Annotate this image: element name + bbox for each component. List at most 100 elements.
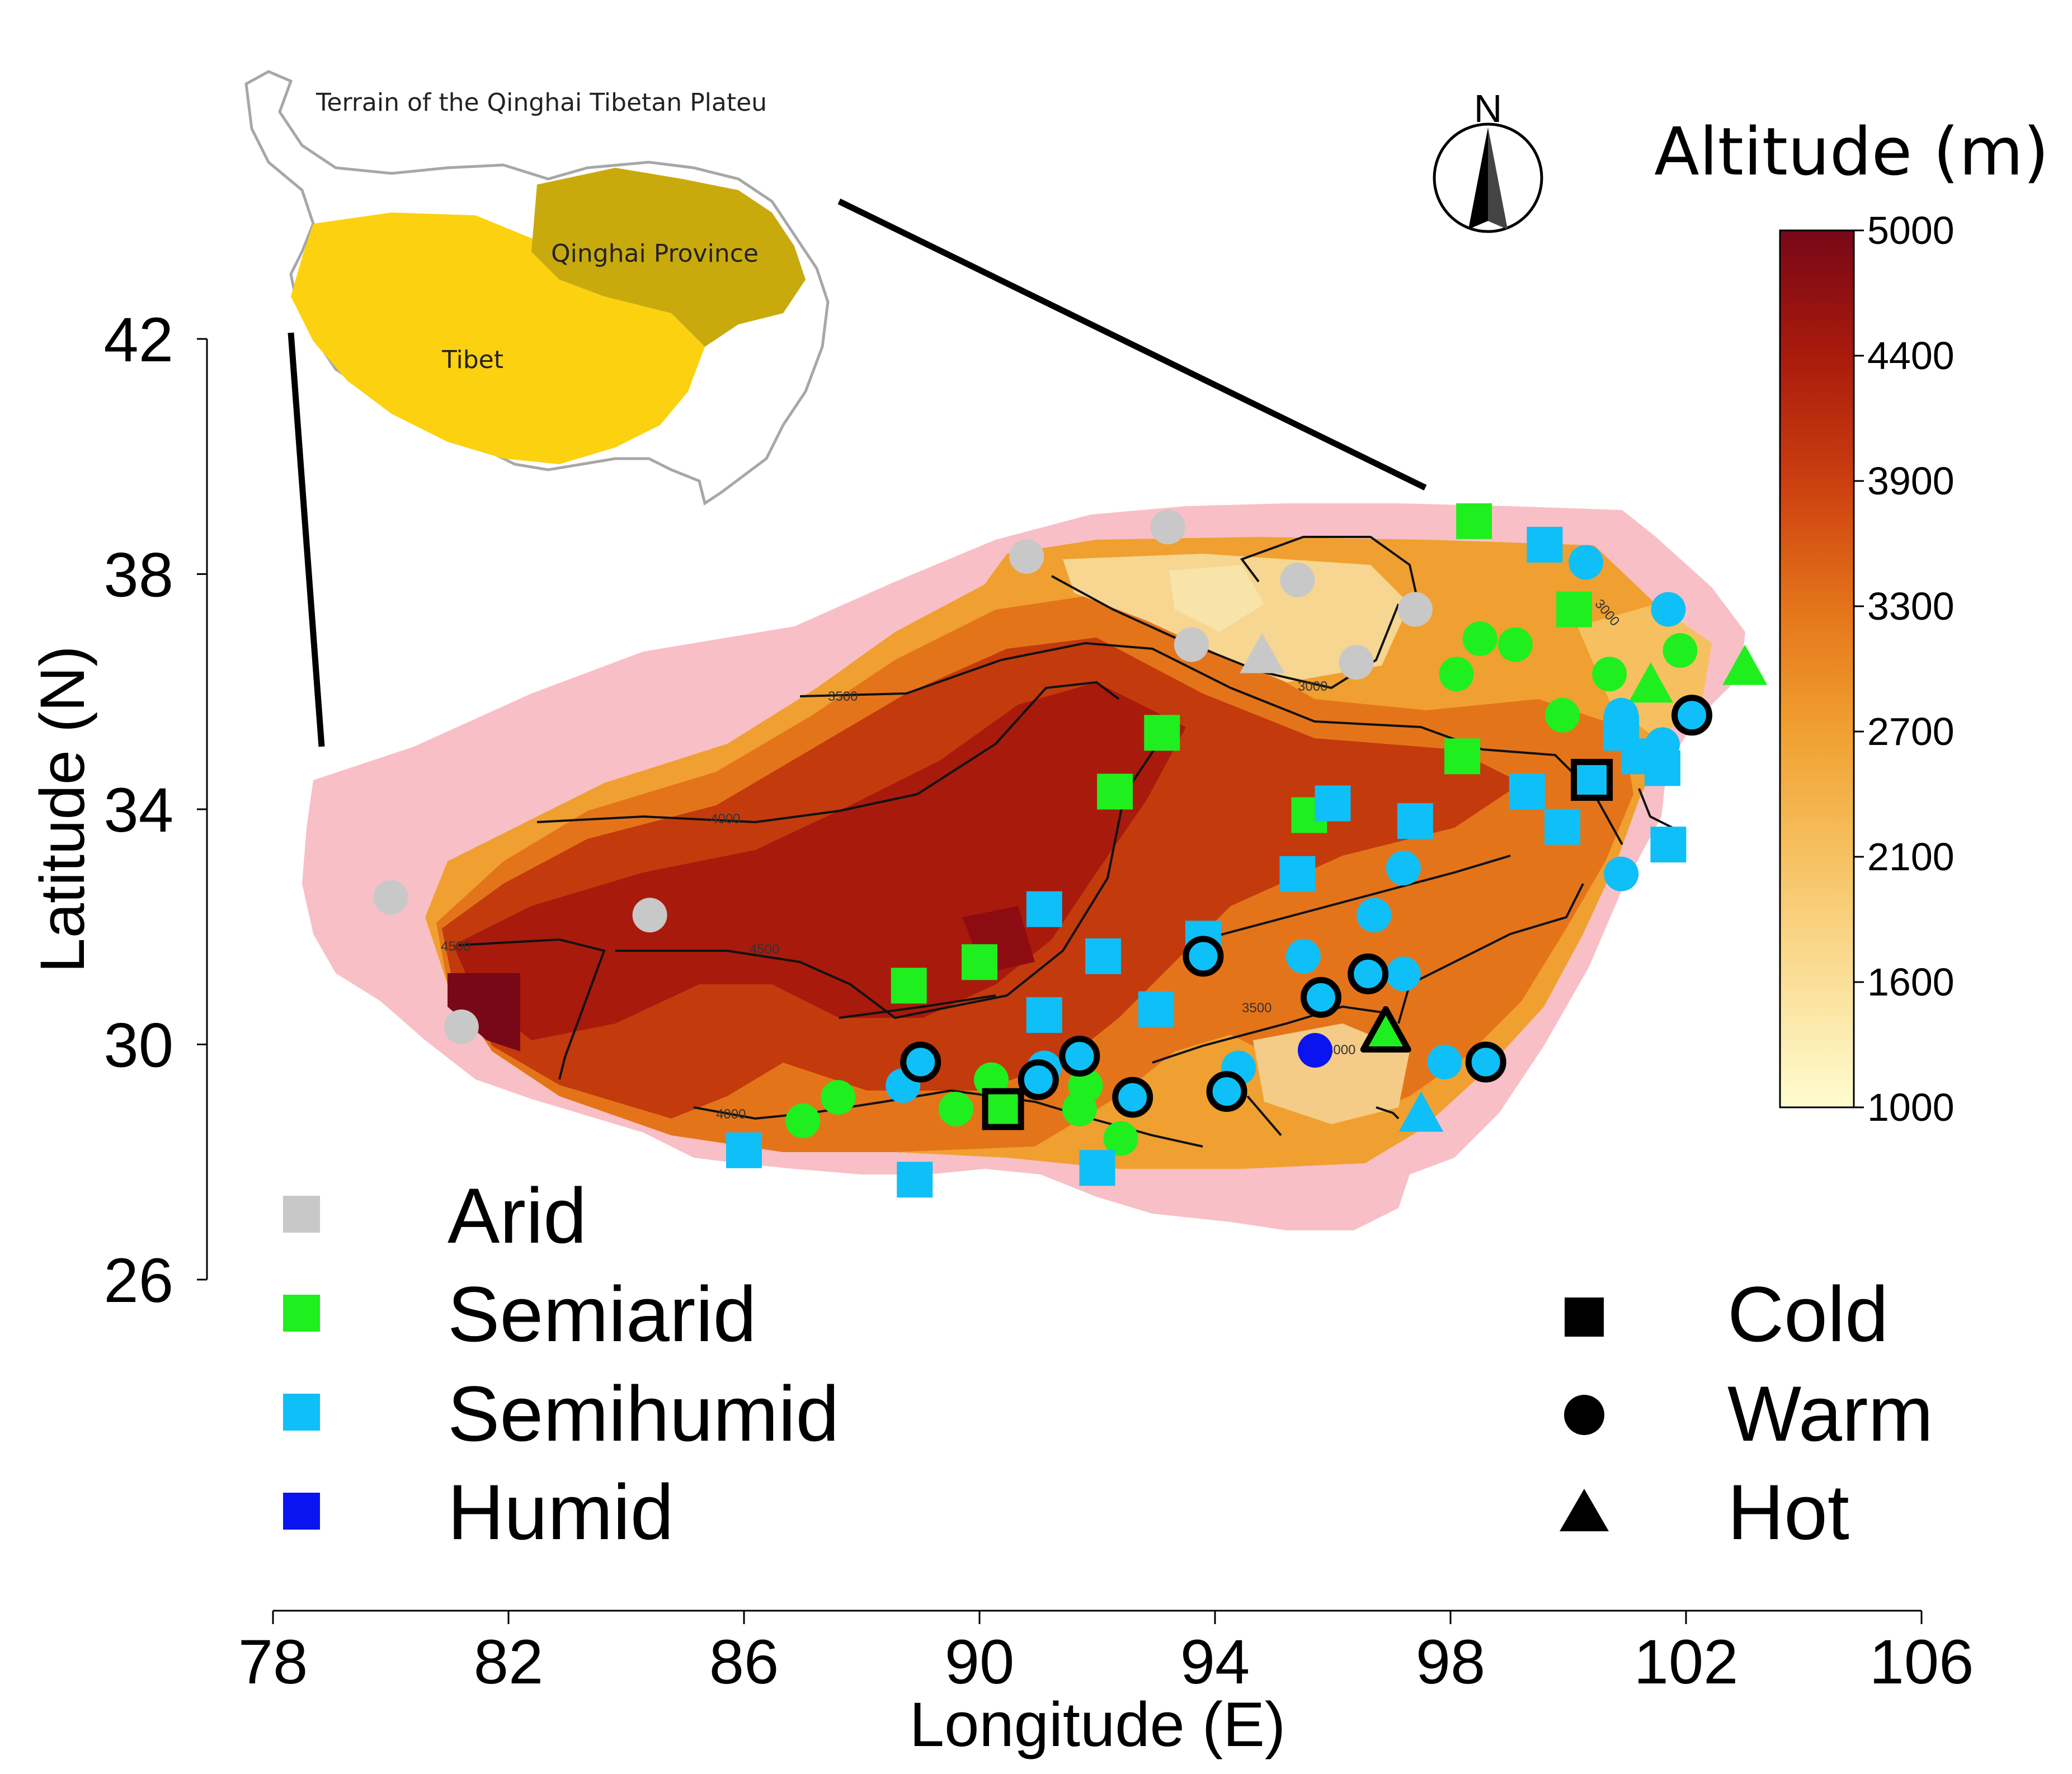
station-marker-semiarid-warm: [1498, 627, 1533, 662]
station-marker-arid-warm: [1150, 509, 1185, 545]
station-marker-semiarid-cold: [1144, 715, 1180, 751]
station-marker-semihumid-hot: [1398, 1091, 1444, 1132]
station-marker-semihumid-cold: [897, 1162, 933, 1198]
station-marker-semiarid-warm: [821, 1080, 856, 1115]
x-tick-label: 98: [1416, 1627, 1486, 1697]
station-marker-semihumid-warm: [1183, 936, 1224, 977]
station-marker-arid-warm: [1174, 627, 1209, 662]
inset-label-tibet: Tibet: [441, 346, 503, 374]
station-marker-semihumid-cold: [1279, 856, 1316, 892]
y-axis-title: Latitude (N): [27, 645, 97, 973]
station-marker-semihumid-cold: [1527, 526, 1563, 563]
station-marker-semiarid-warm: [1068, 1068, 1103, 1103]
station-marker-semihumid-warm: [1569, 545, 1604, 580]
elevation-zone-5000: [448, 973, 520, 1051]
y-axis: 26 30 34 38 42 Latitude (N): [27, 305, 208, 1315]
station-marker-semihumid-warm: [1386, 851, 1421, 886]
legend-triangle-icon: [1560, 1489, 1609, 1531]
colorbar-tick-label: 1000: [1867, 1086, 1955, 1129]
legend-circle-icon: [1564, 1395, 1604, 1435]
station-marker-semiarid-cold: [891, 968, 927, 1004]
colorbar-tick-label: 1600: [1867, 960, 1955, 1004]
station-marker-semihumid-warm: [1018, 1059, 1059, 1101]
station-marker-semiarid-cold: [982, 1088, 1024, 1130]
contour-label: 3500: [828, 689, 858, 704]
contour-label: 3500: [1242, 1001, 1272, 1016]
station-marker-arid-warm: [1397, 592, 1433, 627]
station-marker-semihumid-cold: [1026, 997, 1062, 1033]
station-marker-semihumid-cold: [1397, 803, 1433, 839]
colorbar-tick-label: 5000: [1867, 209, 1955, 252]
colorbar-tick-label: 3300: [1867, 584, 1955, 628]
station-marker-humid-warm: [1297, 1033, 1332, 1068]
x-tick-label: 106: [1869, 1627, 1974, 1697]
y-tick-label: 38: [103, 540, 173, 610]
station-marker-arid-warm: [632, 898, 667, 933]
station-marker-semiarid-warm: [1663, 633, 1698, 668]
legend-swatch-semihumid: [283, 1394, 320, 1431]
contour-label: 4500: [750, 942, 779, 957]
legend-label-semihumid: Semihumid: [448, 1370, 839, 1457]
station-marker-arid-hot: [1240, 633, 1285, 673]
inset-qinghai-region: [531, 168, 806, 347]
station-marker-semiarid-cold: [1556, 591, 1593, 627]
station-marker-semiarid-hot: [1722, 644, 1768, 685]
station-marker-semiarid-warm: [938, 1092, 973, 1127]
station-marker-semihumid-cold: [1085, 938, 1122, 974]
station-marker-semihumid-cold: [1544, 809, 1580, 845]
contour-label: 4000: [710, 811, 740, 827]
x-tick-label: 82: [474, 1627, 544, 1697]
station-marker-arid-warm: [444, 1009, 479, 1044]
x-tick-label: 90: [945, 1627, 1015, 1697]
legend-label-warm: Warm: [1727, 1370, 1933, 1457]
station-marker-semihumid-warm: [1357, 898, 1392, 933]
station-marker-semiarid-cold: [1444, 738, 1481, 775]
station-marker-semihumid-warm: [900, 1041, 941, 1083]
station-marker-semihumid-warm: [1059, 1036, 1100, 1077]
north-arrow-ring: [1433, 122, 1543, 233]
contour-label: 4500: [441, 939, 470, 954]
y-tick-label: 42: [103, 305, 173, 375]
x-ticks: 78 82 86 90 94 98 102 106: [238, 1611, 1974, 1697]
legend-label-cold: Cold: [1727, 1270, 1889, 1358]
station-marker-semihumid-warm: [1651, 592, 1686, 627]
x-axis-title: Longitude (E): [910, 1690, 1285, 1759]
legend-label-hot: Hot: [1727, 1468, 1849, 1556]
thermal-legend: Cold Warm Hot: [1560, 1270, 1933, 1556]
station-marker-arid-warm: [1339, 645, 1374, 680]
station-markers: [373, 503, 1768, 1198]
colorbar-tick-label: 3900: [1867, 459, 1955, 503]
station-marker-semiarid-hot: [1628, 662, 1673, 703]
station-marker-semihumid-cold: [1509, 773, 1545, 810]
legend-square-icon: [1565, 1298, 1604, 1337]
climate-legend: Arid Semiarid Semihumid Humid: [283, 1172, 839, 1556]
inset-title: Terrain of the Qinghai Tibetan Plateu: [315, 88, 767, 117]
inset-connector-left: [288, 332, 325, 747]
lowland-qaidam-core: [1169, 565, 1264, 632]
station-marker-semiarid-warm: [1439, 657, 1474, 692]
contour-label: 3000: [1298, 679, 1327, 694]
station-marker-semiarid-cold: [962, 944, 997, 980]
station-marker-semihumid-warm: [1112, 1077, 1153, 1118]
station-marker-semihumid-cold: [1571, 758, 1613, 801]
x-axis: 78 82 86 90 94 98 102 106 Longitude (E): [238, 1610, 1974, 1759]
legend-label-arid: Arid: [448, 1172, 587, 1259]
colorbar-gradient: [1779, 229, 1855, 1108]
y-ticks: 26 30 34 38 42: [103, 305, 207, 1315]
station-marker-semihumid-warm: [1285, 938, 1321, 974]
inset-label-qinghai: Qinghai Province: [551, 239, 759, 268]
station-marker-semihumid-warm: [1645, 727, 1680, 762]
station-marker-semihumid-cold: [1315, 785, 1351, 822]
inset-tibet-region: [291, 213, 705, 464]
station-marker-semiarid-cold: [1456, 503, 1492, 539]
contour-labels: 3500 4000 4500 4500 4000 3000 3000 3500 …: [441, 597, 1622, 1122]
north-arrow: N: [1433, 87, 1543, 233]
legend-swatch-arid: [283, 1196, 320, 1233]
station-marker-semihumid-cold: [726, 1132, 762, 1168]
station-marker-semihumid-warm: [1427, 1045, 1462, 1080]
colorbar-title: Altitude (m): [1654, 113, 2049, 190]
station-marker-semihumid-warm: [1206, 1071, 1247, 1112]
x-tick-label: 94: [1180, 1627, 1250, 1697]
station-marker-semihumid-warm: [1465, 1041, 1506, 1083]
x-tick-label: 86: [709, 1627, 779, 1697]
